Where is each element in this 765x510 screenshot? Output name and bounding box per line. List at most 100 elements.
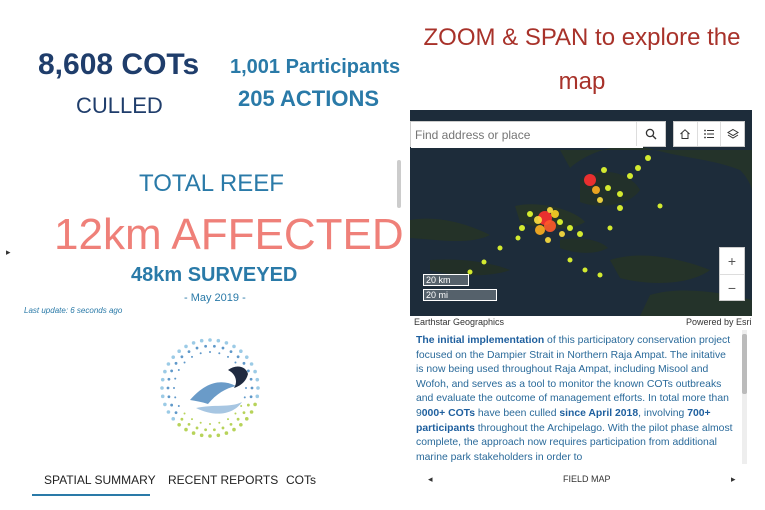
logo-dot (170, 369, 174, 373)
logo-dot (199, 421, 202, 424)
layers-button[interactable] (721, 122, 744, 146)
logo-dot (227, 418, 229, 421)
logo-dot (212, 428, 216, 432)
logo-dot (224, 341, 229, 345)
logo-dot (232, 344, 236, 349)
list-icon (704, 129, 714, 139)
map-search-button[interactable] (636, 122, 665, 146)
logo-dot (224, 431, 229, 435)
tab-cots[interactable]: COTs (286, 473, 316, 487)
layers-icon (726, 128, 739, 139)
logo-dot (184, 427, 188, 432)
prev-card-button[interactable]: ◂ (428, 474, 433, 484)
logo-dot (218, 421, 221, 424)
logo-dot (183, 361, 186, 364)
zoom-in-button[interactable]: + (720, 248, 744, 275)
logo-dot (253, 369, 257, 374)
logo-dot (199, 352, 202, 355)
map-marker (481, 259, 487, 265)
logo-dot (221, 426, 225, 430)
logo-dot (174, 396, 177, 399)
logo-dot (249, 395, 253, 399)
logo-dot (245, 387, 247, 389)
logo-dot (177, 369, 180, 371)
logo-dot (209, 423, 211, 425)
logo-dot (221, 346, 225, 350)
map-title: ZOOM & SPAN to explore the map (412, 16, 752, 104)
logo-dot (191, 355, 193, 358)
logo-dot (174, 377, 177, 380)
logo-dot (187, 422, 191, 426)
scale-bar-mi: 20 mi (423, 289, 497, 301)
description-scroll-thumb[interactable] (742, 334, 747, 394)
desc-text-3: , involving (638, 407, 688, 419)
map-attribution: Earthstar Geographics (414, 317, 505, 327)
panel-resize-handle[interactable] (397, 160, 401, 208)
desc-bold-participants: 700+ participants (416, 407, 711, 434)
logo-dot (163, 369, 167, 374)
expand-panel-arrow[interactable]: ▸ (6, 247, 11, 257)
zoom-control: + − (719, 247, 745, 301)
logo-dot (249, 410, 254, 414)
logo-dot (184, 344, 188, 349)
logo-dot (239, 349, 243, 354)
participants-count: 1,001 Participants (230, 56, 401, 78)
logo-dot (191, 418, 193, 421)
logo-dot (180, 417, 184, 421)
logo-dot (183, 412, 186, 415)
map-marker (601, 167, 607, 173)
home-button[interactable] (674, 122, 698, 146)
tab-recent-reports[interactable]: RECENT REPORTS (168, 473, 279, 487)
map-search-input[interactable] (411, 122, 643, 148)
field-map-label: FIELD MAP (563, 474, 611, 484)
map-marker (584, 174, 596, 186)
map-marker (617, 205, 623, 211)
logo-dot (195, 426, 199, 430)
desc-bold-cots: 000+ COTs (421, 407, 476, 419)
logo-dot (240, 405, 243, 407)
logo-dot (199, 338, 204, 343)
logo-dot (160, 386, 164, 390)
desc-text-1: of this participatory conservation proje… (416, 335, 731, 419)
desc-bold-initial: The initial implementation (416, 335, 545, 346)
logo-dot (239, 422, 243, 427)
map-marker (582, 267, 588, 273)
next-card-button[interactable]: ▸ (731, 474, 736, 484)
map-toolbar (673, 121, 745, 147)
map-marker (645, 155, 651, 161)
logo-dot (171, 417, 176, 421)
reef-affected: 12km AFFECTED (54, 210, 404, 259)
logo-dot (253, 402, 257, 407)
map-marker (577, 231, 583, 237)
desc-text-2: have been culled (475, 407, 560, 419)
description-scrollbar[interactable] (742, 330, 747, 464)
logo-dot (218, 352, 221, 355)
map-marker (535, 225, 545, 235)
logo-dot (209, 351, 211, 353)
logo-dot (171, 355, 176, 359)
esri-attribution[interactable]: Powered by Esri (686, 317, 752, 327)
logo-dot (177, 349, 181, 354)
zoom-out-button[interactable]: − (727, 280, 737, 296)
logo-dot (191, 431, 196, 435)
tab-spatial-summary[interactable]: SPATIAL SUMMARY (44, 473, 156, 487)
logo-dot (166, 362, 171, 366)
map-marker (567, 257, 573, 263)
map-marker (544, 220, 556, 232)
logo-dot (204, 428, 208, 432)
logo-dot (234, 361, 237, 364)
logo-dot (170, 403, 174, 407)
logo-dot (255, 394, 260, 399)
legend-button[interactable] (698, 122, 722, 146)
map-marker (534, 216, 542, 224)
map-title-line2: map (558, 68, 606, 95)
last-update-text: Last update: 6 seconds ago (24, 306, 123, 315)
logo-dot (216, 433, 221, 438)
logo-dot (208, 338, 212, 342)
map-marker (519, 225, 525, 231)
map-marker (597, 272, 603, 278)
logo-dot (173, 387, 175, 389)
logo-dot (177, 422, 181, 427)
logo-dot (167, 377, 171, 381)
logo-dot (195, 346, 199, 350)
